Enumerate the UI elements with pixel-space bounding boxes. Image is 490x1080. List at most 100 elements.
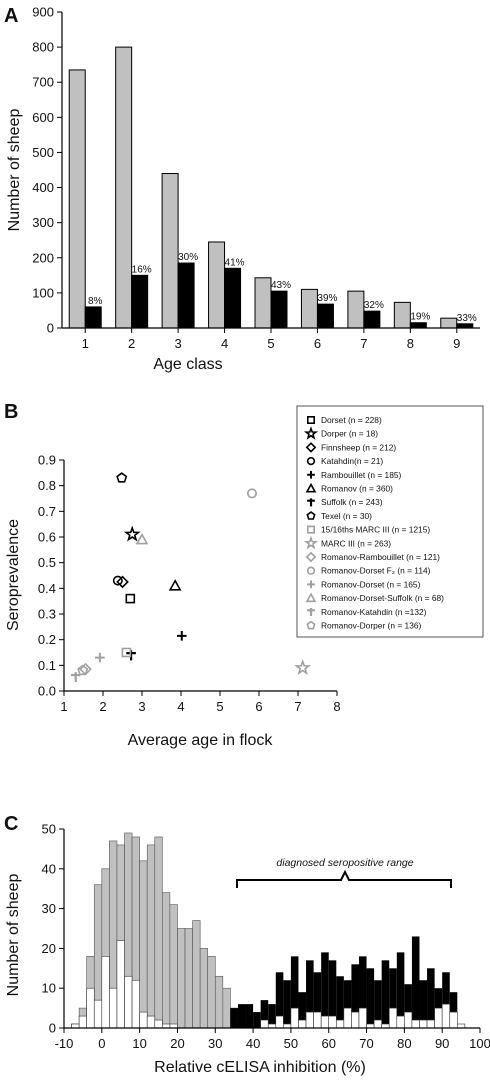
x-tick-label-4: 4: [177, 699, 184, 714]
panel-b-y-title: Seroprevalence: [5, 519, 22, 631]
hist-grey-bar-19: [214, 975, 224, 1029]
percent-label-8: 19%: [410, 312, 430, 323]
hist-white-bar-37: [351, 1011, 360, 1029]
panel-c-x-title: Relative cELISA inhibition (%): [154, 1059, 366, 1076]
y-tick-label-600: 600: [32, 110, 54, 125]
bar-all-8: [393, 301, 411, 329]
hist-black-bar-7: [283, 980, 291, 1028]
x-tick-label-90: 90: [435, 1036, 449, 1051]
point-15: [77, 664, 89, 676]
hist-grey-bar-14: [177, 928, 186, 1029]
hist-black-bar-8: [290, 956, 299, 1028]
legend-marker-8: [306, 525, 315, 534]
panel-c-y-title: Number of sheep: [5, 874, 22, 997]
legend-label-11: Romanov-Dorset F₂ (n = 114): [321, 566, 431, 576]
hist-white-bar-5: [109, 987, 118, 1029]
legend-label-1: Dorper (n = 18): [321, 429, 378, 439]
point-4: [176, 631, 187, 641]
hist-white-bar-48: [434, 1007, 443, 1029]
hist-black-bar-1: [237, 1004, 246, 1028]
percent-label-7: 32%: [364, 300, 384, 311]
hist-white-bar-35: [335, 1019, 345, 1029]
hist-grey-bar-17: [199, 948, 209, 1029]
legend-label-0: Dorset (n = 228): [321, 415, 382, 425]
panel-b-x-title: Average age in flock: [128, 732, 274, 749]
hist-black-bar-24: [411, 936, 420, 1028]
hist-black-bar-17: [358, 956, 367, 1028]
hist-white-bar-49: [441, 1003, 451, 1029]
bar-all-5: [254, 277, 272, 329]
hist-white-bar-2: [86, 987, 95, 1029]
x-tick-label-5: 5: [267, 336, 274, 351]
legend-marker-12: [307, 580, 315, 589]
y-tick-label-40: 40: [42, 861, 56, 876]
y-tick-label-0.7: 0.7: [38, 504, 56, 519]
legend-marker-6: [307, 498, 315, 507]
y-tick-label-10: 10: [42, 981, 56, 996]
hist-black-bar-2: [245, 1004, 254, 1028]
hist-black-bar-6: [275, 972, 284, 1028]
legend-marker-13: [305, 592, 317, 603]
bar-positive-7: [363, 310, 381, 329]
hist-white-bar-36: [343, 1007, 352, 1029]
hist-black-bar-29: [449, 992, 458, 1028]
legend-label-4: Rambouillet (n = 185): [321, 470, 402, 480]
hist-white-bar-10: [146, 1015, 156, 1029]
hist-white-bar-31: [305, 1011, 314, 1029]
y-tick-label-0.5: 0.5: [38, 555, 56, 570]
x-tick-label-60: 60: [321, 1036, 335, 1051]
x-tick-label--10: -10: [55, 1036, 74, 1051]
y-tick-label-50: 50: [42, 822, 56, 837]
x-tick-label-30: 30: [208, 1036, 222, 1051]
x-tick-label-9: 9: [453, 336, 460, 351]
hist-white-bar-43: [396, 1015, 405, 1029]
legend-marker-0: [306, 415, 315, 424]
point-2: [116, 575, 129, 589]
legend-marker-5: [305, 482, 317, 493]
hist-black-bar-15: [343, 980, 352, 1028]
hist-black-bar-18: [366, 968, 375, 1028]
x-tick-label-80: 80: [397, 1036, 411, 1051]
legend-marker-3: [306, 456, 316, 466]
bar-all-6: [300, 288, 318, 329]
hist-grey-bar-15: [184, 928, 193, 1029]
hist-white-bar-45: [411, 1019, 420, 1029]
legend-label-8: 15/16ths MARC III (n = 1215): [321, 525, 430, 535]
hist-black-bar-12: [321, 952, 329, 1028]
panel-a: A 8% 16% 30% 41% 43% 39% 32% 19% 33% 1 2 3 4 5 6 7 8 9 0 1…: [4, 5, 480, 373]
y-tick-label-700: 700: [32, 75, 54, 90]
x-tick-label-2: 2: [99, 699, 106, 714]
point-0: [125, 593, 136, 604]
hist-grey-bar-12: [162, 892, 171, 1029]
hist-black-bar-22: [396, 952, 405, 1028]
panel-b: B 0.0 0.1 0.2 0.3 0.4 0.5 0.6 0.7 0.8 0.9 1 2 3 4 5 6 7 8…: [4, 401, 484, 749]
percent-label-6: 39%: [317, 293, 337, 304]
hist-white-bar-32: [313, 1011, 322, 1029]
hist-white-bar-9: [139, 1011, 148, 1029]
legend-marker-11: [306, 566, 316, 575]
y-tick-label-0.3: 0.3: [38, 607, 56, 622]
y-tick-label-30: 30: [42, 901, 56, 916]
x-tick-label-2: 2: [128, 336, 135, 351]
legend-marker-10: [305, 551, 317, 563]
bar-all-4: [208, 241, 226, 329]
bar-all-2: [115, 46, 133, 329]
hist-black-bar-5: [268, 1004, 276, 1028]
point-14: [70, 672, 81, 683]
legend-label-2: Finnsheep (n = 212): [321, 442, 396, 452]
percent-label-1: 8%: [88, 296, 103, 307]
x-tick-label-100: 100: [469, 1036, 490, 1051]
percent-label-9: 33%: [457, 313, 477, 324]
legend-label-14: Romanov-Katahdin (n =132): [321, 607, 427, 617]
legend-marker-2: [305, 442, 317, 453]
bar-all-3: [161, 173, 179, 329]
y-tick-label-0.6: 0.6: [38, 530, 56, 545]
x-tick-label-1: 1: [60, 699, 67, 714]
bar-positive-3: [177, 262, 195, 329]
bar-positive-1: [84, 306, 102, 329]
bar-positive-4: [224, 267, 242, 329]
panel-a-x-title: Age class: [153, 356, 222, 373]
point-3: [112, 575, 123, 586]
x-tick-label-3: 3: [138, 699, 145, 714]
x-tick-label-6: 6: [314, 336, 321, 351]
